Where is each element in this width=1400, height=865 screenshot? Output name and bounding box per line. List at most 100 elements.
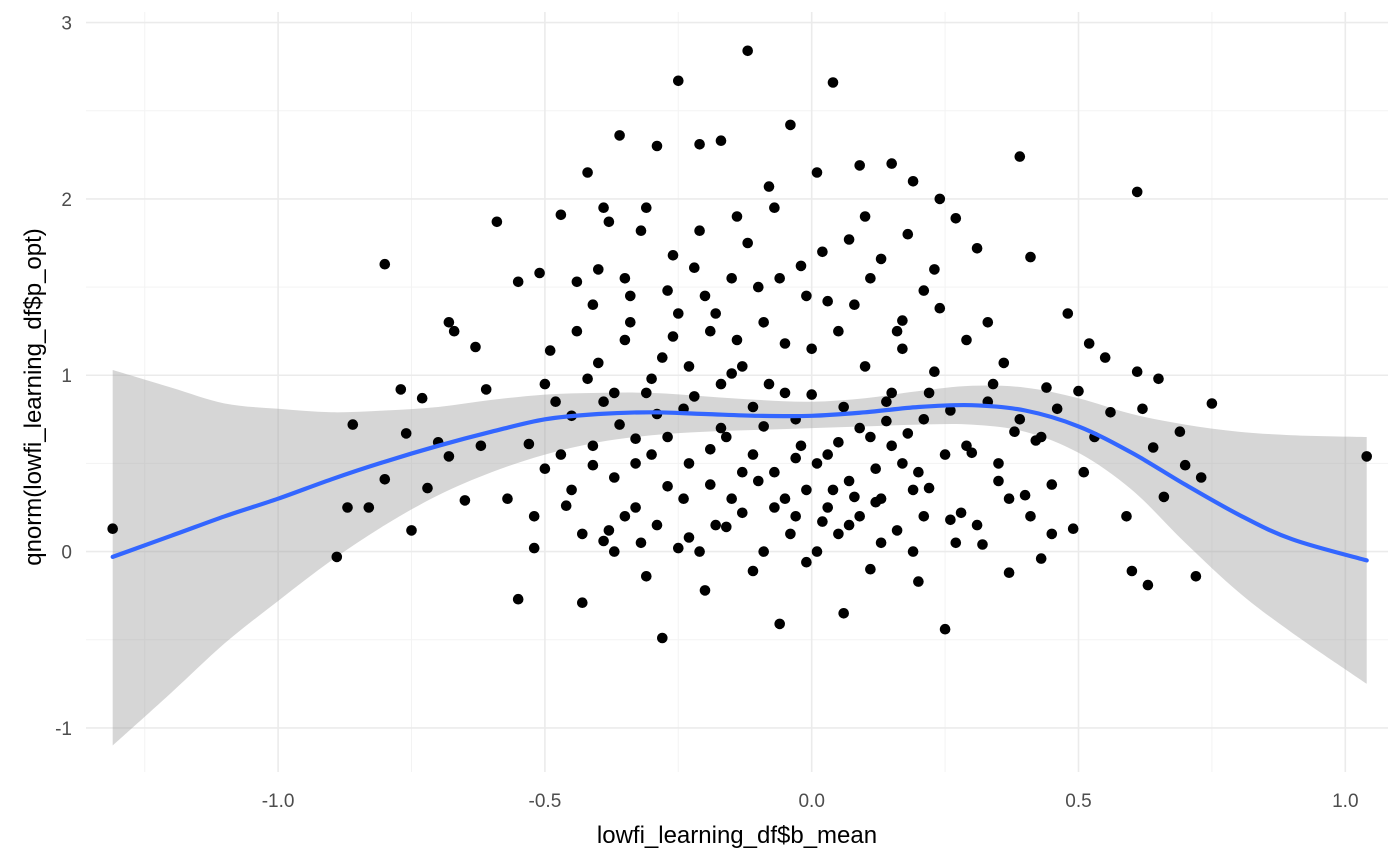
data-point xyxy=(598,202,609,213)
data-point xyxy=(683,458,695,469)
y-tick-label: 1 xyxy=(61,366,72,387)
data-point xyxy=(662,481,673,492)
data-point xyxy=(1014,151,1026,162)
data-point xyxy=(1361,451,1372,462)
data-point xyxy=(726,368,737,379)
data-point xyxy=(630,433,641,445)
data-point xyxy=(1003,493,1015,505)
data-point xyxy=(747,401,759,413)
data-point xyxy=(107,523,118,534)
data-point xyxy=(571,276,583,288)
data-point xyxy=(689,262,700,274)
data-point xyxy=(416,392,428,404)
data-point xyxy=(918,511,930,522)
data-point xyxy=(977,539,988,550)
data-point xyxy=(833,528,844,540)
data-point xyxy=(1083,338,1095,349)
data-point xyxy=(651,519,663,531)
data-point xyxy=(881,396,892,408)
data-point xyxy=(897,343,908,355)
x-tick-label: -1.0 xyxy=(262,791,295,812)
data-point xyxy=(598,535,609,547)
data-point xyxy=(1105,407,1116,418)
data-point xyxy=(865,431,876,443)
data-point xyxy=(747,449,759,460)
data-point xyxy=(747,565,759,577)
data-point xyxy=(971,519,983,531)
data-point xyxy=(512,593,524,605)
data-point xyxy=(774,273,785,284)
data-point xyxy=(929,366,940,378)
data-point xyxy=(950,213,962,224)
data-point xyxy=(1206,398,1218,409)
data-point xyxy=(1025,511,1036,522)
data-point xyxy=(875,253,887,265)
data-point xyxy=(859,211,871,222)
data-point xyxy=(726,273,737,284)
data-point xyxy=(400,428,412,439)
data-point xyxy=(811,458,823,469)
data-point xyxy=(641,571,652,582)
data-point xyxy=(635,537,647,549)
data-point xyxy=(603,216,615,228)
data-point xyxy=(1051,403,1063,415)
data-point xyxy=(785,119,796,131)
data-point xyxy=(1035,431,1047,443)
data-point xyxy=(641,202,652,213)
data-point xyxy=(502,493,513,505)
data-point xyxy=(651,140,663,152)
data-point xyxy=(603,525,615,536)
data-point xyxy=(1131,186,1143,198)
data-point xyxy=(817,246,828,258)
data-point xyxy=(619,273,631,284)
data-point xyxy=(577,528,588,540)
data-point xyxy=(662,431,673,443)
data-point xyxy=(459,495,471,506)
data-point xyxy=(838,401,849,413)
data-point xyxy=(833,437,844,448)
data-point xyxy=(625,290,636,302)
data-point xyxy=(801,290,812,302)
data-point xyxy=(859,361,871,372)
data-point xyxy=(683,361,695,372)
data-point xyxy=(667,331,679,342)
data-point xyxy=(630,502,641,513)
data-point xyxy=(715,378,727,390)
data-point xyxy=(1062,308,1074,319)
data-point xyxy=(625,317,636,328)
data-point xyxy=(811,167,823,178)
data-point xyxy=(779,338,791,349)
data-point xyxy=(822,449,833,460)
data-point xyxy=(742,45,753,57)
data-point xyxy=(934,193,946,205)
data-point xyxy=(699,290,711,302)
data-point xyxy=(843,234,855,245)
data-point xyxy=(961,440,972,452)
data-point xyxy=(646,373,657,385)
data-point xyxy=(907,546,919,557)
data-point xyxy=(555,449,567,460)
data-point xyxy=(971,243,983,254)
data-point xyxy=(769,466,780,478)
loess-smooth-line xyxy=(110,402,1369,563)
data-point xyxy=(1009,426,1020,438)
data-point xyxy=(918,285,930,296)
data-point xyxy=(694,546,705,557)
data-point xyxy=(480,384,492,395)
data-point xyxy=(710,519,721,531)
data-point xyxy=(443,317,455,328)
data-point xyxy=(838,608,849,619)
data-point xyxy=(897,458,908,469)
data-point xyxy=(657,352,668,363)
data-point xyxy=(753,281,764,293)
data-point xyxy=(587,459,599,471)
data-point xyxy=(1041,382,1052,393)
data-point xyxy=(1174,426,1186,438)
data-point xyxy=(779,387,791,399)
data-point xyxy=(881,415,892,427)
data-point xyxy=(742,237,753,249)
data-point xyxy=(806,343,817,355)
data-point xyxy=(1099,352,1111,363)
data-point xyxy=(769,502,780,513)
data-point xyxy=(801,556,812,568)
